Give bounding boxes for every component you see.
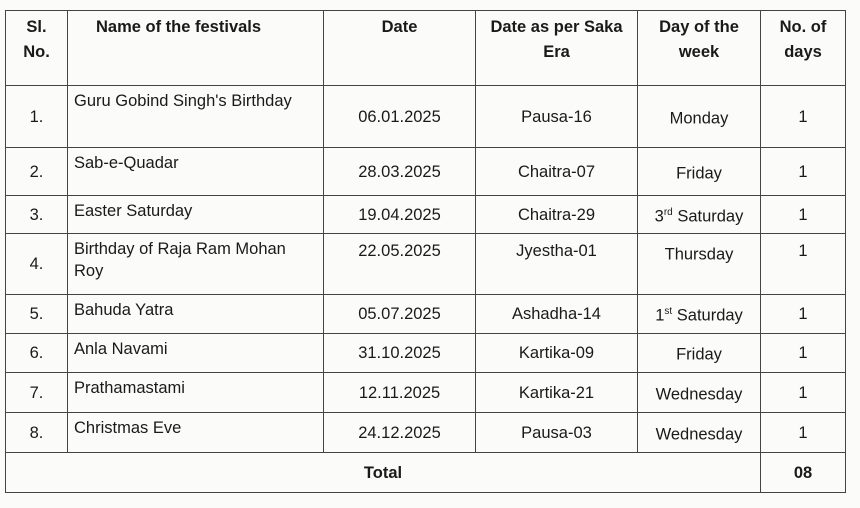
table-row: 5. Bahuda Yatra 05.07.2025 Ashadha-14 1st Sa…: [5, 294, 846, 334]
day-ordinal-suffix: st: [664, 306, 673, 318]
date: 12.11.2025: [323, 372, 476, 413]
sl-no: 8.: [5, 412, 68, 453]
table-row: 6. Anla Navami 31.10.2025 Kartika-09 Friday 1: [5, 333, 846, 373]
date: 06.01.2025: [323, 85, 476, 148]
total-row: Total 08: [5, 452, 846, 493]
total-label: Total: [5, 452, 761, 493]
table-row: 8. Christmas Eve 24.12.2025 Pausa-03 Wednesd…: [5, 412, 846, 453]
day-of-week: 1st Saturday: [637, 294, 761, 334]
saka-date: Ashadha-14: [475, 294, 638, 334]
festival-name: Easter Saturday: [67, 195, 324, 234]
sl-no: 7.: [5, 372, 68, 413]
festival-name: Christmas Eve: [67, 412, 324, 453]
header-no-of-days: No. of days: [760, 10, 846, 86]
header-festival-name: Name of the festivals: [67, 10, 324, 86]
sl-no: 3.: [5, 195, 68, 234]
date: 05.07.2025: [323, 294, 476, 334]
sl-no: 6.: [5, 333, 68, 373]
header-saka-date: Date as per Saka Era: [475, 10, 638, 86]
festival-name: Bahuda Yatra: [67, 294, 324, 334]
date: 22.05.2025: [323, 233, 476, 295]
day-text: Friday: [676, 164, 722, 183]
sl-no: 5.: [5, 294, 68, 334]
sl-no: 1.: [5, 85, 68, 148]
day-of-week: Monday: [637, 85, 761, 148]
saka-date: Pausa-03: [475, 412, 638, 453]
day-of-week: Friday: [637, 147, 761, 196]
header-sl-no: Sl. No.: [5, 10, 68, 86]
saka-date: Chaitra-29: [475, 195, 638, 234]
table-row: 1. Guru Gobind Singh's Birthday 06.01.2025…: [5, 85, 846, 148]
no-of-days: 1: [760, 372, 846, 413]
no-of-days: 1: [760, 147, 846, 196]
day-text: Thursday: [664, 245, 734, 264]
table-row: 4. Birthday of Raja Ram Mohan Roy 22.05.20…: [5, 233, 846, 295]
day-text: Monday: [669, 109, 729, 128]
table-row: 2. Sab-e-Quadar 28.03.2025 Chaitra-07 Friday…: [5, 147, 846, 196]
saka-date: Chaitra-07: [475, 147, 638, 196]
day-text: 1: [655, 306, 665, 325]
sl-no: 4.: [5, 233, 68, 295]
day-text-rest: Saturday: [672, 207, 744, 226]
header-row: Sl. No. Name of the festivals Date Date …: [5, 10, 846, 86]
day-of-week: Wednesday: [637, 412, 761, 453]
date: 31.10.2025: [323, 333, 476, 373]
saka-date: Kartika-09: [475, 333, 638, 373]
no-of-days: 1: [760, 333, 846, 373]
day-ordinal-suffix: rd: [663, 206, 673, 218]
table-row: 3. Easter Saturday 19.04.2025 Chaitra-29 3rd…: [5, 195, 846, 234]
no-of-days: 1: [760, 294, 846, 334]
table-row: 7. Prathamastami 12.11.2025 Kartika-21 Wedne…: [5, 372, 846, 413]
day-text-rest: Saturday: [672, 306, 743, 325]
sl-no: 2.: [5, 147, 68, 196]
no-of-days: 1: [760, 195, 846, 234]
day-of-week: Thursday: [637, 233, 761, 295]
festival-name: Anla Navami: [67, 333, 324, 373]
day-of-week: Wednesday: [637, 372, 761, 413]
header-day-of-week: Day of the week: [637, 10, 761, 86]
saka-date: Jyestha-01: [475, 233, 638, 295]
no-of-days: 1: [760, 233, 846, 295]
day-of-week: 3rd Saturday: [637, 195, 761, 234]
total-days: 08: [760, 452, 846, 493]
festival-name: Guru Gobind Singh's Birthday: [67, 85, 324, 148]
header-date: Date: [323, 10, 476, 86]
festival-name: Sab-e-Quadar: [67, 147, 324, 196]
day-text: Wednesday: [655, 385, 743, 404]
date: 24.12.2025: [323, 412, 476, 453]
date: 28.03.2025: [323, 147, 476, 196]
date: 19.04.2025: [323, 195, 476, 234]
day-text: Friday: [676, 345, 722, 364]
no-of-days: 1: [760, 85, 846, 148]
festival-name: Birthday of Raja Ram Mohan Roy: [67, 233, 324, 295]
saka-date: Pausa-16: [475, 85, 638, 148]
day-of-week: Friday: [637, 333, 761, 373]
festival-name: Prathamastami: [67, 372, 324, 413]
day-text: Wednesday: [655, 425, 743, 444]
saka-date: Kartika-21: [475, 372, 638, 413]
day-text: 3: [654, 207, 664, 226]
festival-holidays-table: Sl. No. Name of the festivals Date Date …: [5, 10, 846, 493]
no-of-days: 1: [760, 412, 846, 453]
